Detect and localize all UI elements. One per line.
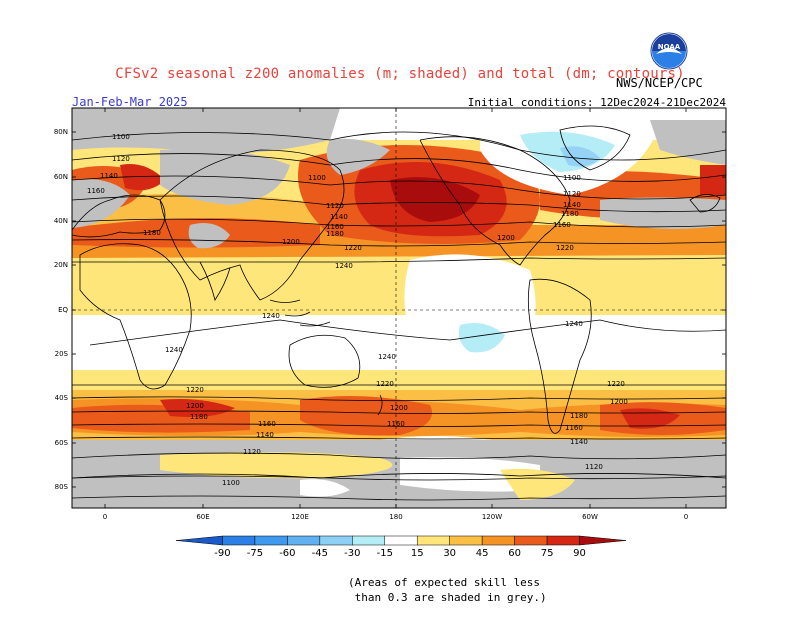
colorbar-label: 15 bbox=[411, 548, 424, 559]
colorbar-label: 75 bbox=[541, 548, 554, 559]
colorbar-swatch bbox=[449, 535, 483, 546]
colorbar-swatch bbox=[352, 535, 386, 546]
contour-label: 1180 bbox=[561, 210, 579, 218]
colorbar-swatch bbox=[175, 535, 223, 546]
latitude-label: EQ bbox=[58, 306, 68, 314]
colorbar-swatch bbox=[222, 535, 256, 546]
contour-label: 1120 bbox=[243, 448, 261, 456]
colorbar-swatch bbox=[514, 535, 548, 546]
contour-label: 1140 bbox=[570, 438, 588, 446]
colorbar-swatch bbox=[384, 535, 418, 546]
contour-label: 1120 bbox=[585, 463, 603, 471]
contour-label: 1240 bbox=[335, 262, 353, 270]
contour-label: 1160 bbox=[565, 424, 583, 432]
contour-label: 1220 bbox=[607, 380, 625, 388]
contour-label: 1120 bbox=[326, 202, 344, 210]
noaa-logo-icon: NOAA bbox=[650, 32, 688, 70]
contour-label: 1220 bbox=[186, 386, 204, 394]
colorbar-swatch bbox=[546, 535, 580, 546]
contour-label: 1220 bbox=[344, 244, 362, 252]
longitude-label: 120E bbox=[291, 513, 309, 521]
colorbar-label: 90 bbox=[573, 548, 586, 559]
map-frame bbox=[71, 107, 727, 509]
latitude-label: 80N bbox=[54, 128, 68, 136]
contour-label: 1180 bbox=[326, 230, 344, 238]
contour-label: 1200 bbox=[186, 402, 204, 410]
map-title: CFSv2 seasonal z200 anomalies (m; shaded… bbox=[115, 66, 685, 82]
contour-label: 1200 bbox=[282, 238, 300, 246]
colorbar-label: -45 bbox=[312, 548, 328, 559]
contour-label: 1140 bbox=[330, 213, 348, 221]
contour-label: 1100 bbox=[222, 479, 240, 487]
grid-lines bbox=[72, 108, 726, 508]
initial-conditions-label: Initial conditions: 12Dec2024-21Dec2024 bbox=[467, 96, 726, 109]
latitude-label: 40S bbox=[55, 394, 69, 402]
contour-label: 1160 bbox=[87, 187, 105, 195]
contour-label: 1160 bbox=[326, 223, 344, 231]
contour-label: 1220 bbox=[556, 244, 574, 252]
svg-text:NOAA: NOAA bbox=[658, 43, 681, 51]
colorbar-label: -75 bbox=[247, 548, 263, 559]
latitude-label: 20S bbox=[55, 350, 69, 358]
colorbar-swatch bbox=[481, 535, 515, 546]
longitude-label: 0 bbox=[684, 513, 688, 521]
latitude-label: 80S bbox=[55, 483, 69, 491]
contour-label: 1240 bbox=[262, 312, 280, 320]
contour-label: 1180 bbox=[190, 413, 208, 421]
colorbar-label: -90 bbox=[214, 548, 230, 559]
colorbar-label: -15 bbox=[377, 548, 393, 559]
contour-label: 1100 bbox=[563, 174, 581, 182]
contour-label: 1240 bbox=[378, 353, 396, 361]
contour-label: 1180 bbox=[143, 229, 161, 237]
contour-label: 1160 bbox=[387, 420, 405, 428]
latitude-axis: 80N 60N 40N 20N EQ 20S 40S 60S 80S bbox=[54, 128, 726, 491]
colorbar: -90 -75 -60 -45 -30 -15 15 30 45 60 75 90 bbox=[175, 535, 627, 559]
contour-label: 1220 bbox=[376, 380, 394, 388]
longitude-label: 60E bbox=[196, 513, 209, 521]
contour-label: 1160 bbox=[553, 221, 571, 229]
agency-label: NWS/NCEP/CPC bbox=[616, 76, 703, 90]
footnote-line-1: (Areas of expected skill less bbox=[348, 576, 541, 589]
longitude-label: 60W bbox=[582, 513, 598, 521]
contour-label: 1120 bbox=[563, 190, 581, 198]
contour-label: 1140 bbox=[256, 431, 274, 439]
colorbar-label: -30 bbox=[344, 548, 360, 559]
contour-label: 1200 bbox=[390, 404, 408, 412]
colorbar-swatch bbox=[579, 535, 627, 546]
contour-label: 1200 bbox=[610, 398, 628, 406]
longitude-label: 120W bbox=[482, 513, 502, 521]
latitude-label: 40N bbox=[54, 217, 68, 225]
height-contours bbox=[72, 131, 726, 501]
contour-label: 1240 bbox=[165, 346, 183, 354]
longitude-label: 0 bbox=[103, 513, 107, 521]
colorbar-swatch bbox=[319, 535, 353, 546]
contour-label: 1100 bbox=[112, 133, 130, 141]
colorbar-label: 45 bbox=[476, 548, 489, 559]
contour-label: 1100 bbox=[308, 174, 326, 182]
latitude-label: 60S bbox=[55, 439, 69, 447]
colorbar-swatch bbox=[254, 535, 288, 546]
contour-label: 1240 bbox=[565, 320, 583, 328]
footnote-line-2: than 0.3 are shaded in grey.) bbox=[348, 591, 547, 604]
colorbar-label: 60 bbox=[508, 548, 521, 559]
latitude-label: 60N bbox=[54, 173, 68, 181]
contour-label: 1200 bbox=[497, 234, 515, 242]
colorbar-swatch bbox=[287, 535, 321, 546]
season-label: Jan-Feb-Mar 2025 bbox=[72, 95, 188, 109]
longitude-axis: 0 60E 120E 180 120W 60W 0 bbox=[103, 108, 688, 521]
colorbar-label: -60 bbox=[279, 548, 295, 559]
colorbar-label: 30 bbox=[443, 548, 456, 559]
longitude-label: 180 bbox=[389, 513, 402, 521]
contour-label: 1140 bbox=[563, 201, 581, 209]
contour-labels: 1100 1120 1140 1160 1180 1200 1220 1240 … bbox=[87, 133, 628, 487]
skill-footnote: (Areas of expected skill less than 0.3 a… bbox=[348, 575, 547, 605]
colorbar-swatch bbox=[416, 535, 450, 546]
contour-label: 1160 bbox=[258, 420, 276, 428]
latitude-label: 20N bbox=[54, 261, 68, 269]
contour-label: 1140 bbox=[100, 172, 118, 180]
contour-label: 1120 bbox=[112, 155, 130, 163]
contour-label: 1180 bbox=[570, 412, 588, 420]
